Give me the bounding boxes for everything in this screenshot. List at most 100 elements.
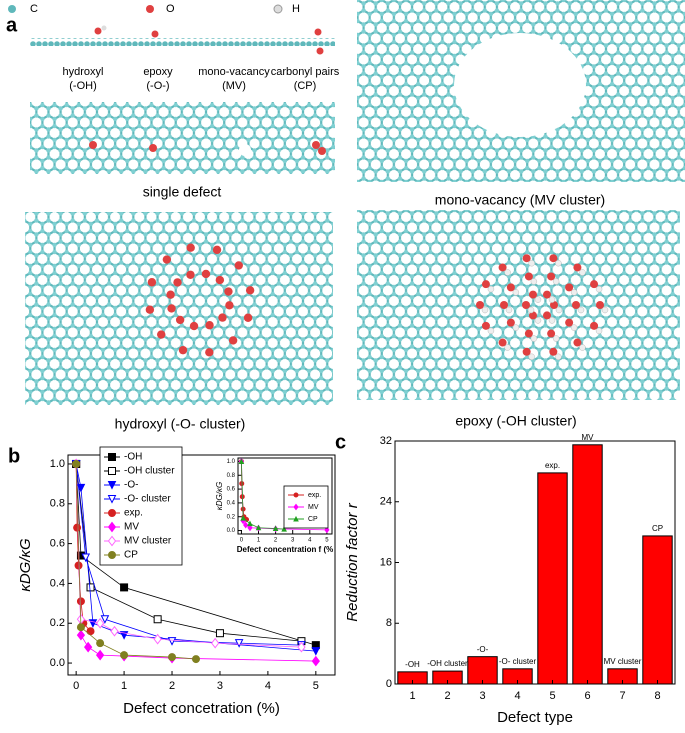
oxygen-atom <box>481 321 490 330</box>
oxygen-atom <box>547 272 556 281</box>
hydrogen-atom <box>548 317 556 324</box>
hydrogen-atom <box>487 285 495 293</box>
oxygen-atom <box>318 147 326 155</box>
x-tick-label: 4 <box>265 680 271 692</box>
legend-label: CP <box>124 550 138 561</box>
marker <box>281 526 287 532</box>
marker <box>120 583 129 592</box>
marker <box>211 637 220 649</box>
defect-label: carbonyl pairs <box>271 66 340 78</box>
legend-marker <box>107 535 117 547</box>
x-axis-label: Defect concentration f (% <box>237 545 333 554</box>
oxygen-atom <box>173 278 182 287</box>
hydrogen-atom <box>595 327 603 335</box>
hydrogen-atom <box>577 306 585 314</box>
oxygen-atom <box>524 272 533 281</box>
hydrogen-atom <box>570 289 578 296</box>
y-tick-label: 24 <box>380 496 392 508</box>
y-tick-label: 0.2 <box>50 617 65 629</box>
plot-frame <box>67 454 336 676</box>
oxygen-atom <box>316 47 324 55</box>
x-tick-label: 6 <box>584 690 590 702</box>
oxygen-atom <box>186 270 195 279</box>
legend-marker <box>108 453 116 461</box>
y-tick-label: 0.0 <box>227 528 236 534</box>
oxygen-atom <box>543 290 551 299</box>
marker <box>84 641 93 653</box>
vacancy-cluster <box>454 33 586 137</box>
panel-label: c <box>335 431 346 453</box>
oxygen-atom <box>573 338 582 347</box>
marker <box>153 633 162 645</box>
atom-icon <box>146 5 154 13</box>
x-tick-label: 7 <box>619 690 625 702</box>
x-tick-label: 5 <box>325 538 329 544</box>
legend-marker <box>293 503 299 511</box>
x-axis-label: Defect type <box>497 709 573 726</box>
atom-icon <box>273 4 283 14</box>
y-tick-label: 0.0 <box>50 657 65 669</box>
defect-label: hydroxyl <box>63 66 104 78</box>
oxygen-atom <box>157 330 166 339</box>
defect-label: mono-vacancy <box>198 66 270 78</box>
oxygen-atom <box>224 287 233 296</box>
y-tick-label: 8 <box>386 617 392 629</box>
plot-frame <box>394 440 676 685</box>
legend-label: exp. <box>124 508 143 519</box>
marker <box>234 639 244 648</box>
oxygen-atom <box>565 283 574 292</box>
hydrogen-atom <box>570 324 578 331</box>
hydroxyl-cluster <box>476 254 609 361</box>
hydrogen-atom <box>512 289 520 296</box>
x-tick-label: 5 <box>313 680 319 692</box>
oxygen-atom <box>547 329 556 338</box>
oxygen-atom <box>189 321 199 331</box>
x-tick-label: 3 <box>217 680 223 692</box>
oxygen-atom <box>151 30 159 38</box>
marker <box>76 597 85 606</box>
marker <box>100 615 110 624</box>
bar-label: -OH cluster <box>427 659 468 668</box>
x-tick-label: 5 <box>549 690 555 702</box>
marker <box>76 483 86 493</box>
y-tick-label: 0.6 <box>50 538 65 550</box>
oxygen-atom <box>549 254 558 263</box>
marker <box>247 524 253 532</box>
marker <box>311 655 320 667</box>
oxygen-atom <box>529 290 537 299</box>
oxygen-atom <box>245 286 255 295</box>
x-tick-label: 3 <box>479 690 485 702</box>
legend-label: MV <box>308 504 319 511</box>
caption: mono-vacancy (MV cluster) <box>435 192 605 208</box>
bar <box>572 444 603 685</box>
legend-marker <box>108 509 116 517</box>
legend-box <box>99 446 183 566</box>
graphene-chain <box>30 38 335 46</box>
oxygen-atom <box>175 315 185 325</box>
defect-label: (MV) <box>222 80 246 92</box>
oxygen-atom <box>149 144 157 152</box>
legend-label: -OH <box>124 452 142 463</box>
legend-label: -O- cluster <box>124 494 171 505</box>
legend-label: -O- <box>124 480 138 491</box>
marker <box>95 649 105 661</box>
oxygen-atom <box>178 345 188 355</box>
graphene-sheet <box>357 210 680 400</box>
y-tick-label: 0.8 <box>227 473 236 479</box>
x-tick-label: 2 <box>444 690 450 702</box>
series-line <box>75 463 316 646</box>
y-axis-label: κDG/κG <box>17 538 34 592</box>
hydrogen-atom <box>504 269 511 276</box>
y-tick-label: 1.0 <box>50 458 65 470</box>
marker <box>191 655 200 664</box>
marker <box>81 553 91 563</box>
hydrogen-atom <box>528 353 535 361</box>
oxygen-atom <box>481 280 490 289</box>
oxygen-atom <box>524 329 533 338</box>
caption: epoxy (-OH cluster) <box>455 413 576 429</box>
x-tick-label: 1 <box>121 680 127 692</box>
marker <box>72 459 81 468</box>
defect-label: (-O-) <box>146 80 169 92</box>
marker <box>297 641 306 653</box>
